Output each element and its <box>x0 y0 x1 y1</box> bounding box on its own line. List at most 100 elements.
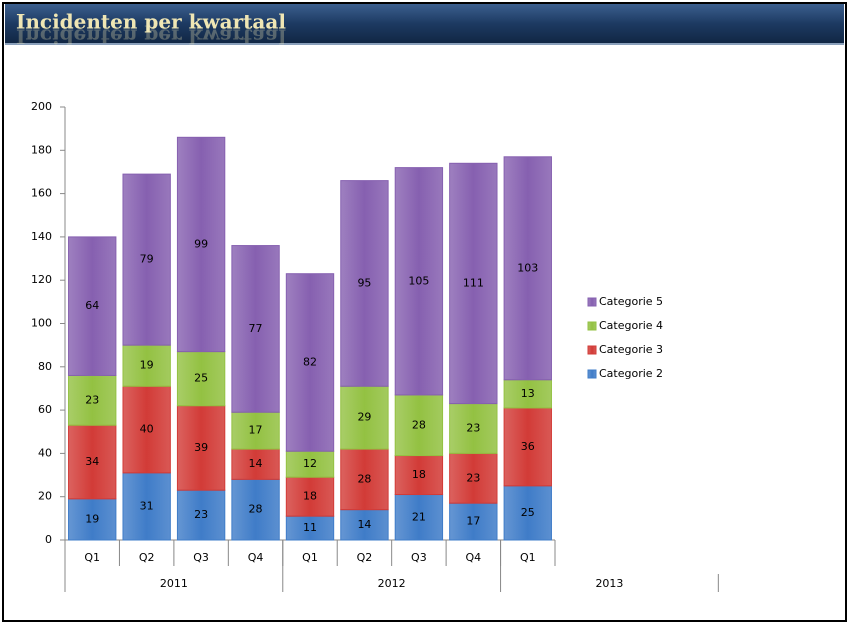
bar-segment <box>231 448 280 480</box>
legend-label: Categorie 3 <box>599 343 663 356</box>
value-label: 36 <box>521 440 535 453</box>
value-label: 25 <box>521 506 535 519</box>
bar-segment <box>176 136 226 353</box>
legend-label: Categorie 2 <box>599 367 663 380</box>
value-label: 23 <box>85 393 99 406</box>
value-label: 23 <box>466 422 480 435</box>
bar-segment <box>340 385 389 450</box>
legend-swatch <box>587 369 597 379</box>
bar-segment <box>340 448 389 511</box>
value-label: 18 <box>303 490 317 503</box>
header-bar <box>5 4 844 43</box>
value-label: 12 <box>303 457 317 470</box>
bar-segment <box>503 156 552 381</box>
bar-segment <box>285 273 335 452</box>
legend-label: Categorie 4 <box>599 319 663 332</box>
value-label: 14 <box>249 457 263 470</box>
y-tick-label: 180 <box>31 143 52 156</box>
value-label: 82 <box>303 355 317 368</box>
value-label: 95 <box>357 276 371 289</box>
value-label: 28 <box>249 503 263 516</box>
y-tick-label: 80 <box>38 360 52 373</box>
y-tick-label: 200 <box>31 100 52 113</box>
value-label: 29 <box>357 411 371 424</box>
bar-segment <box>122 385 171 474</box>
value-label: 34 <box>85 455 99 468</box>
x-tick-label: Q1 <box>520 551 536 564</box>
value-label: 25 <box>194 372 208 385</box>
x-tick-label: Q2 <box>357 551 373 564</box>
value-label: 18 <box>412 468 426 481</box>
title-reflection: Incidenten per kwartaal <box>16 25 286 49</box>
bar-segment <box>68 498 117 541</box>
y-tick-label: 0 <box>45 533 52 546</box>
value-label: 21 <box>412 510 426 523</box>
bar-segment <box>340 509 389 541</box>
y-tick-label: 140 <box>31 230 52 243</box>
bar-segment <box>68 236 117 376</box>
x-tick-label: Q1 <box>84 551 100 564</box>
bar-segment <box>394 494 444 541</box>
value-label: 28 <box>412 418 426 431</box>
value-label: 19 <box>140 359 154 372</box>
bar-segment <box>449 162 498 405</box>
bar-segment <box>231 411 280 450</box>
x-tick-label: Q3 <box>193 551 209 564</box>
value-label: 23 <box>466 471 480 484</box>
chart-title: Incidenten per kwartaal <box>16 10 286 34</box>
bar-segment <box>503 407 552 487</box>
value-label: 64 <box>85 299 99 312</box>
legend-swatch <box>587 345 597 355</box>
value-label: 40 <box>140 423 154 436</box>
value-label: 31 <box>140 499 154 512</box>
bar-segment <box>231 245 280 413</box>
bar-segment <box>503 485 552 541</box>
bar-segment <box>449 452 498 504</box>
value-label: 19 <box>85 512 99 525</box>
group-label: 2012 <box>378 577 406 590</box>
y-tick-label: 160 <box>31 187 52 200</box>
bar-segment <box>449 403 498 454</box>
bar-segment <box>394 167 444 396</box>
bar-segment <box>122 472 171 541</box>
legend-swatch <box>587 321 597 331</box>
value-label: 105 <box>408 274 429 287</box>
bar-segment <box>285 450 335 478</box>
value-label: 13 <box>521 387 535 400</box>
value-label: 111 <box>463 276 484 289</box>
x-tick-label: Q2 <box>139 551 155 564</box>
value-label: 14 <box>357 518 371 531</box>
value-label: 79 <box>140 253 154 266</box>
legend-swatch <box>587 297 597 307</box>
y-tick-label: 120 <box>31 273 52 286</box>
value-label: 17 <box>249 424 263 437</box>
legend-label: Categorie 5 <box>599 295 663 308</box>
group-label: 2013 <box>595 577 623 590</box>
y-tick-label: 100 <box>31 317 52 330</box>
y-tick-label: 40 <box>38 446 52 459</box>
bar-segment <box>340 180 389 387</box>
bar-segment <box>176 489 226 541</box>
bar-segment <box>122 173 171 346</box>
value-label: 99 <box>194 237 208 250</box>
bar-segment <box>394 455 444 496</box>
value-label: 77 <box>249 322 263 335</box>
bar-segment <box>176 405 226 491</box>
x-tick-label: Q4 <box>248 551 264 564</box>
bar-segment <box>68 374 117 426</box>
value-label: 103 <box>517 261 538 274</box>
bar-segment <box>449 502 498 541</box>
bar-segment <box>68 424 117 500</box>
value-label: 23 <box>194 508 208 521</box>
y-tick-label: 20 <box>38 490 52 503</box>
value-label: 39 <box>194 441 208 454</box>
x-tick-label: Q3 <box>411 551 427 564</box>
bar-segment <box>122 344 171 387</box>
value-label: 11 <box>303 521 317 534</box>
x-tick-label: Q1 <box>302 551 318 564</box>
value-label: 17 <box>466 515 480 528</box>
group-label: 2011 <box>160 577 188 590</box>
bar-segment <box>176 351 226 407</box>
bar-segment <box>231 478 280 541</box>
